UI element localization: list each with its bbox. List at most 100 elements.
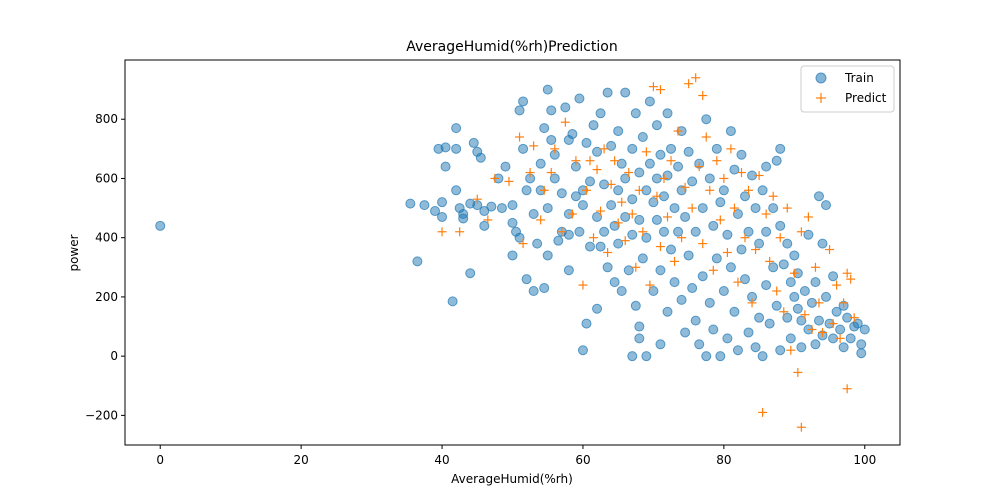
train-point xyxy=(553,235,564,246)
predict-point xyxy=(525,168,535,178)
train-point xyxy=(856,348,867,359)
train-point xyxy=(507,200,518,211)
predict-point xyxy=(684,79,694,89)
axes-ticks: 0 20 40 60 80 100 −200 0 200 400 600 800 xyxy=(85,112,876,467)
train-point xyxy=(828,271,839,282)
train-point xyxy=(782,312,793,323)
predict-point xyxy=(842,384,852,394)
train-point xyxy=(683,146,694,157)
predict-point xyxy=(761,209,771,219)
train-point xyxy=(648,197,659,208)
train-point xyxy=(563,229,574,240)
train-point xyxy=(458,213,469,224)
train-point xyxy=(761,226,772,237)
train-point xyxy=(549,173,560,184)
x-tick-label: 100 xyxy=(853,453,876,467)
train-point xyxy=(736,244,747,255)
train-point xyxy=(451,123,462,134)
train-point xyxy=(821,200,832,211)
train-point xyxy=(581,318,592,329)
train-point xyxy=(701,351,712,362)
predict-point xyxy=(726,144,736,154)
train-point xyxy=(669,203,680,214)
train-point xyxy=(486,201,497,212)
train-point xyxy=(821,291,832,302)
train-point xyxy=(676,294,687,305)
train-point xyxy=(581,137,592,148)
predict-point xyxy=(789,268,799,278)
train-point xyxy=(630,108,641,119)
train-point xyxy=(701,114,712,125)
x-tick-label: 0 xyxy=(156,453,164,467)
train-point xyxy=(556,188,567,199)
train-point xyxy=(715,351,726,362)
train-point xyxy=(412,256,423,267)
predict-point xyxy=(810,262,820,272)
x-tick-label: 20 xyxy=(293,453,308,467)
predict-point xyxy=(712,156,722,166)
y-tick-label: 600 xyxy=(95,171,118,185)
predict-point xyxy=(779,307,789,317)
predict-point xyxy=(698,91,708,101)
train-point xyxy=(500,161,511,172)
predict-point xyxy=(645,280,655,290)
train-point xyxy=(641,232,652,243)
train-point xyxy=(570,191,581,202)
predict-point xyxy=(680,182,690,192)
train-point xyxy=(539,123,550,134)
predict-point xyxy=(715,215,725,225)
predict-point xyxy=(846,274,856,284)
train-point xyxy=(405,198,416,209)
train-point xyxy=(775,345,786,356)
legend-predict-label: Predict xyxy=(845,91,887,105)
train-point xyxy=(155,220,166,231)
predict-point xyxy=(518,239,528,249)
train-point xyxy=(768,262,779,273)
predict-point xyxy=(550,144,560,154)
train-point xyxy=(634,167,645,178)
predict-point xyxy=(581,185,591,195)
train-point xyxy=(694,339,705,350)
train-point xyxy=(644,158,655,169)
predict-point xyxy=(659,173,669,183)
train-point xyxy=(683,250,694,261)
train-point xyxy=(715,197,726,208)
predict-point xyxy=(772,286,782,296)
train-point xyxy=(771,155,782,166)
predict-point xyxy=(677,233,687,243)
train-point xyxy=(676,185,687,196)
train-point xyxy=(567,129,578,140)
train-point xyxy=(810,277,821,288)
train-point xyxy=(655,149,666,160)
train-point xyxy=(535,158,546,169)
train-point xyxy=(732,345,743,356)
train-point xyxy=(708,324,719,335)
train-point xyxy=(718,286,729,296)
predict-point xyxy=(483,215,493,225)
predict-point xyxy=(708,265,718,275)
train-point xyxy=(761,161,772,172)
train-point xyxy=(852,318,863,329)
train-point xyxy=(666,143,677,154)
train-point xyxy=(690,226,701,237)
train-point xyxy=(588,120,599,131)
train-point xyxy=(521,185,532,196)
predict-point xyxy=(673,126,683,136)
predict-point xyxy=(631,262,641,272)
train-point xyxy=(708,220,719,231)
train-series xyxy=(155,84,870,362)
train-point xyxy=(711,143,722,154)
predict-point xyxy=(560,117,570,127)
train-point xyxy=(729,306,740,317)
train-point xyxy=(574,226,585,237)
train-point xyxy=(782,238,793,249)
train-point xyxy=(542,250,553,261)
predict-point xyxy=(701,132,711,142)
train-point xyxy=(507,217,518,228)
train-point xyxy=(757,185,768,196)
train-point xyxy=(620,87,631,98)
predict-point xyxy=(455,227,465,237)
train-point xyxy=(655,339,666,350)
train-point xyxy=(754,238,765,249)
